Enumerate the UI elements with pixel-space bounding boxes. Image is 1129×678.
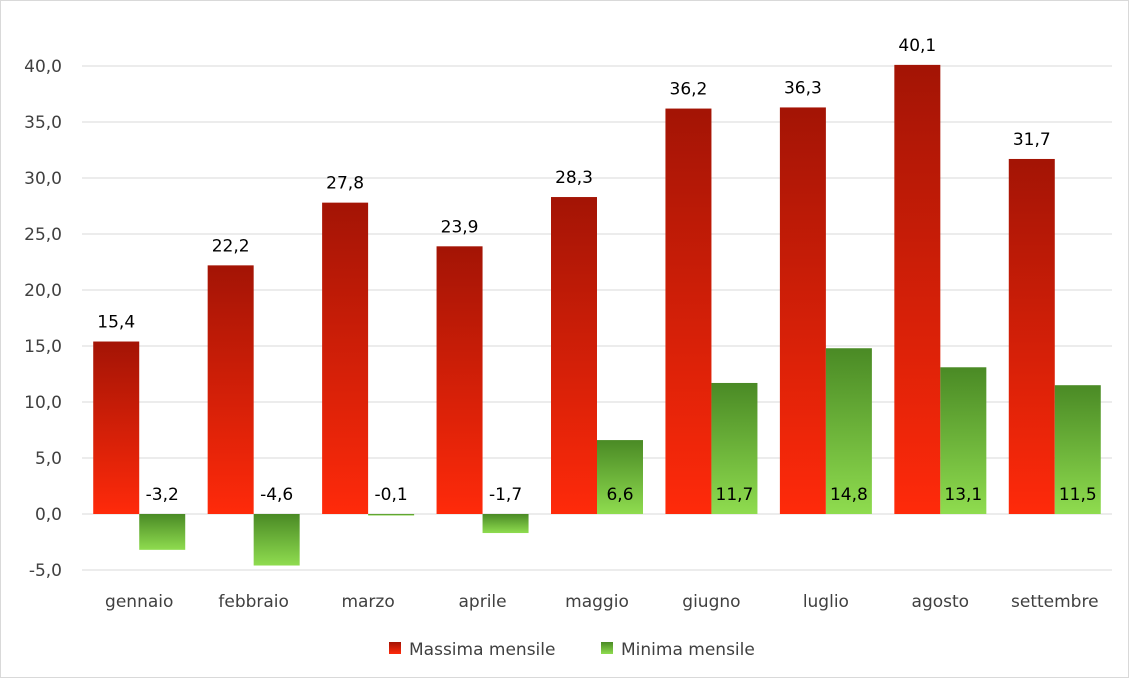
data-labels: 15,4 -3,2 22,2 -4,6 27,8 -0,1 23,9 -1,7 28,3 6,6 3… [97,36,1096,505]
bar-minima-luglio [825,348,872,514]
y-tick-label: 5,0 [35,449,62,469]
x-tick-label-settembre: settembre [1011,592,1099,612]
bar-massima-luglio [779,107,826,514]
legend-label-massima: Massima mensile [409,640,555,660]
legend-swatch-massima [389,642,401,654]
data-label-minima-gennaio: -3,2 [146,485,179,505]
data-label-minima-marzo: -0,1 [375,485,408,505]
data-label-minima-maggio: 6,6 [606,485,633,505]
y-tick-label: 15,0 [24,337,62,357]
bar-massima-aprile [436,246,483,514]
data-label-minima-giugno: 11,7 [716,485,754,505]
data-label-minima-luglio: 14,8 [830,485,868,505]
legend-label-minima: Minima mensile [621,640,755,660]
data-label-massima-settembre: 31,7 [1013,130,1051,150]
x-tick-label-aprile: aprile [459,592,507,612]
y-tick-label: 40,0 [24,57,62,77]
legend: Massima mensile Minima mensile [389,640,755,660]
legend-swatch-minima [601,642,613,654]
bar-massima-marzo [322,202,369,514]
bar-massima-gennaio [93,341,140,514]
x-tick-label-giugno: giugno [682,592,740,612]
y-tick-label: 30,0 [24,169,62,189]
bar-massima-giugno [665,108,712,514]
bar-minima-giugno [711,382,758,514]
bars [93,64,1101,566]
y-tick-label: 35,0 [24,113,62,133]
y-tick-label: -5,0 [29,561,62,581]
bar-massima-maggio [551,197,597,515]
x-tick-label-agosto: agosto [912,592,970,612]
y-tick-label: 10,0 [24,393,62,413]
bar-minima-gennaio [139,514,186,550]
y-tick-label: 20,0 [24,281,62,301]
bar-minima-febbraio [253,514,300,566]
x-axis-ticks: gennaio febbraio marzo aprile maggio giugno lu… [105,592,1099,612]
bar-minima-marzo [368,514,415,516]
bar-minima-aprile [482,514,529,534]
bar-massima-settembre [1008,158,1055,514]
data-label-massima-maggio: 28,3 [555,168,593,188]
data-label-massima-marzo: 27,8 [326,174,364,194]
y-tick-label: 25,0 [24,225,62,245]
x-tick-label-marzo: marzo [341,592,394,612]
data-label-massima-giugno: 36,2 [670,80,708,100]
y-axis-ticks: -5,0 0,0 5,0 10,0 15,0 20,0 25,0 30,0 35,0 40,0 [24,57,62,581]
data-label-minima-agosto: 13,1 [944,485,982,505]
data-label-massima-gennaio: 15,4 [97,313,135,333]
x-tick-label-febbraio: febbraio [218,592,289,612]
bar-massima-agosto [894,64,941,514]
x-tick-label-gennaio: gennaio [105,592,173,612]
data-label-massima-aprile: 23,9 [441,217,479,237]
bar-minima-settembre [1054,385,1101,514]
data-label-massima-febbraio: 22,2 [212,236,250,256]
y-tick-label: 0,0 [35,505,62,525]
x-tick-label-luglio: luglio [803,592,849,612]
bar-minima-maggio [597,440,643,514]
data-label-massima-agosto: 40,1 [898,36,936,56]
data-label-minima-aprile: -1,7 [489,485,522,505]
data-label-minima-febbraio: -4,6 [260,485,293,505]
data-label-massima-luglio: 36,3 [784,78,822,98]
data-label-minima-settembre: 11,5 [1059,485,1097,505]
bar-minima-agosto [940,367,987,514]
x-tick-label-maggio: maggio [565,592,629,612]
bar-massima-febbraio [207,265,254,514]
